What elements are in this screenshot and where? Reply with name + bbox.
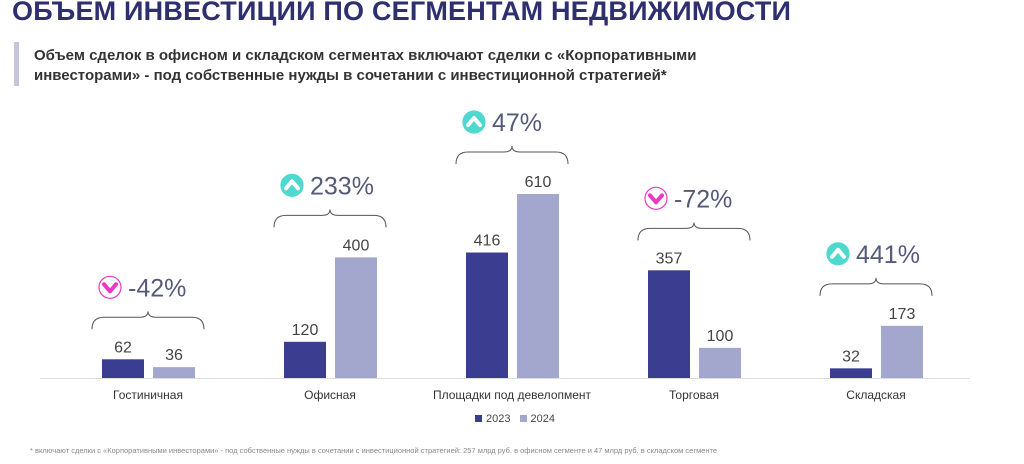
- subtitle: Объем сделок в офисном и складском сегме…: [34, 47, 697, 84]
- data-label-2023: 120: [292, 322, 319, 339]
- bracket: [91, 311, 205, 330]
- arrow-down-icon: [98, 275, 122, 299]
- bar-2024: [153, 367, 195, 378]
- arrow-down-icon: [644, 186, 668, 210]
- chevron-up-icon: [466, 116, 482, 127]
- legend: 2023 2024: [0, 413, 1024, 425]
- data-label-2024: 400: [343, 237, 370, 254]
- footnote: * включают сделки с «Корпоративными инве…: [30, 446, 718, 455]
- bar-2024: [881, 325, 923, 378]
- data-label-2023: 32: [842, 348, 860, 365]
- x-tick-label: Торговая: [669, 388, 719, 402]
- bar-2023: [284, 341, 326, 378]
- legend-label-2024: 2024: [530, 413, 556, 425]
- bar-2023: [830, 368, 872, 378]
- bracket: [455, 145, 569, 165]
- legend-swatch-2024: [519, 415, 527, 422]
- bar-2023: [648, 270, 690, 378]
- legend-swatch-2023: [474, 415, 482, 422]
- data-label-2023: 357: [656, 250, 683, 267]
- x-tick-label: Офисная: [304, 388, 356, 402]
- change-label: 441%: [856, 241, 920, 269]
- chevron-down-icon: [102, 282, 118, 294]
- bar-2024: [335, 257, 377, 378]
- arrow-up-icon: [280, 173, 304, 197]
- bar-2024: [699, 347, 741, 378]
- arrow-up-icon: [462, 110, 486, 134]
- data-label-2024: 36: [165, 347, 183, 364]
- change-label: 233%: [310, 172, 374, 200]
- change-label: 47%: [492, 109, 542, 137]
- bracket: [819, 277, 933, 296]
- bar-2023: [466, 252, 508, 378]
- arrow-up-icon: [826, 242, 850, 266]
- data-label-2023: 62: [114, 339, 132, 356]
- chevron-up-icon: [830, 247, 846, 259]
- chevron-down-icon: [648, 193, 664, 205]
- legend-label-2023: 2023: [485, 413, 511, 425]
- bracket: [637, 222, 751, 241]
- bar-2024: [517, 194, 559, 378]
- bracket: [273, 209, 387, 228]
- data-label-2024: 173: [889, 306, 916, 323]
- data-label-2024: 100: [707, 328, 734, 345]
- x-tick-label: Гостиничная: [113, 388, 183, 402]
- change-label: -72%: [674, 185, 732, 213]
- bar-2023: [102, 359, 144, 378]
- accent-bar: [14, 42, 19, 86]
- data-label-2023: 416: [474, 233, 501, 250]
- change-label: -42%: [128, 274, 186, 302]
- x-tick-label: Площадки под девелопмент: [433, 388, 592, 402]
- data-label-2024: 610: [525, 174, 552, 191]
- x-tick-label: Складская: [846, 388, 905, 402]
- page-title: ОБЪЕМ ИНВЕСТИЦИЙ ПО СЕГМЕНТАМ НЕДВИЖИМОС…: [12, 0, 792, 26]
- chevron-up-icon: [284, 179, 300, 191]
